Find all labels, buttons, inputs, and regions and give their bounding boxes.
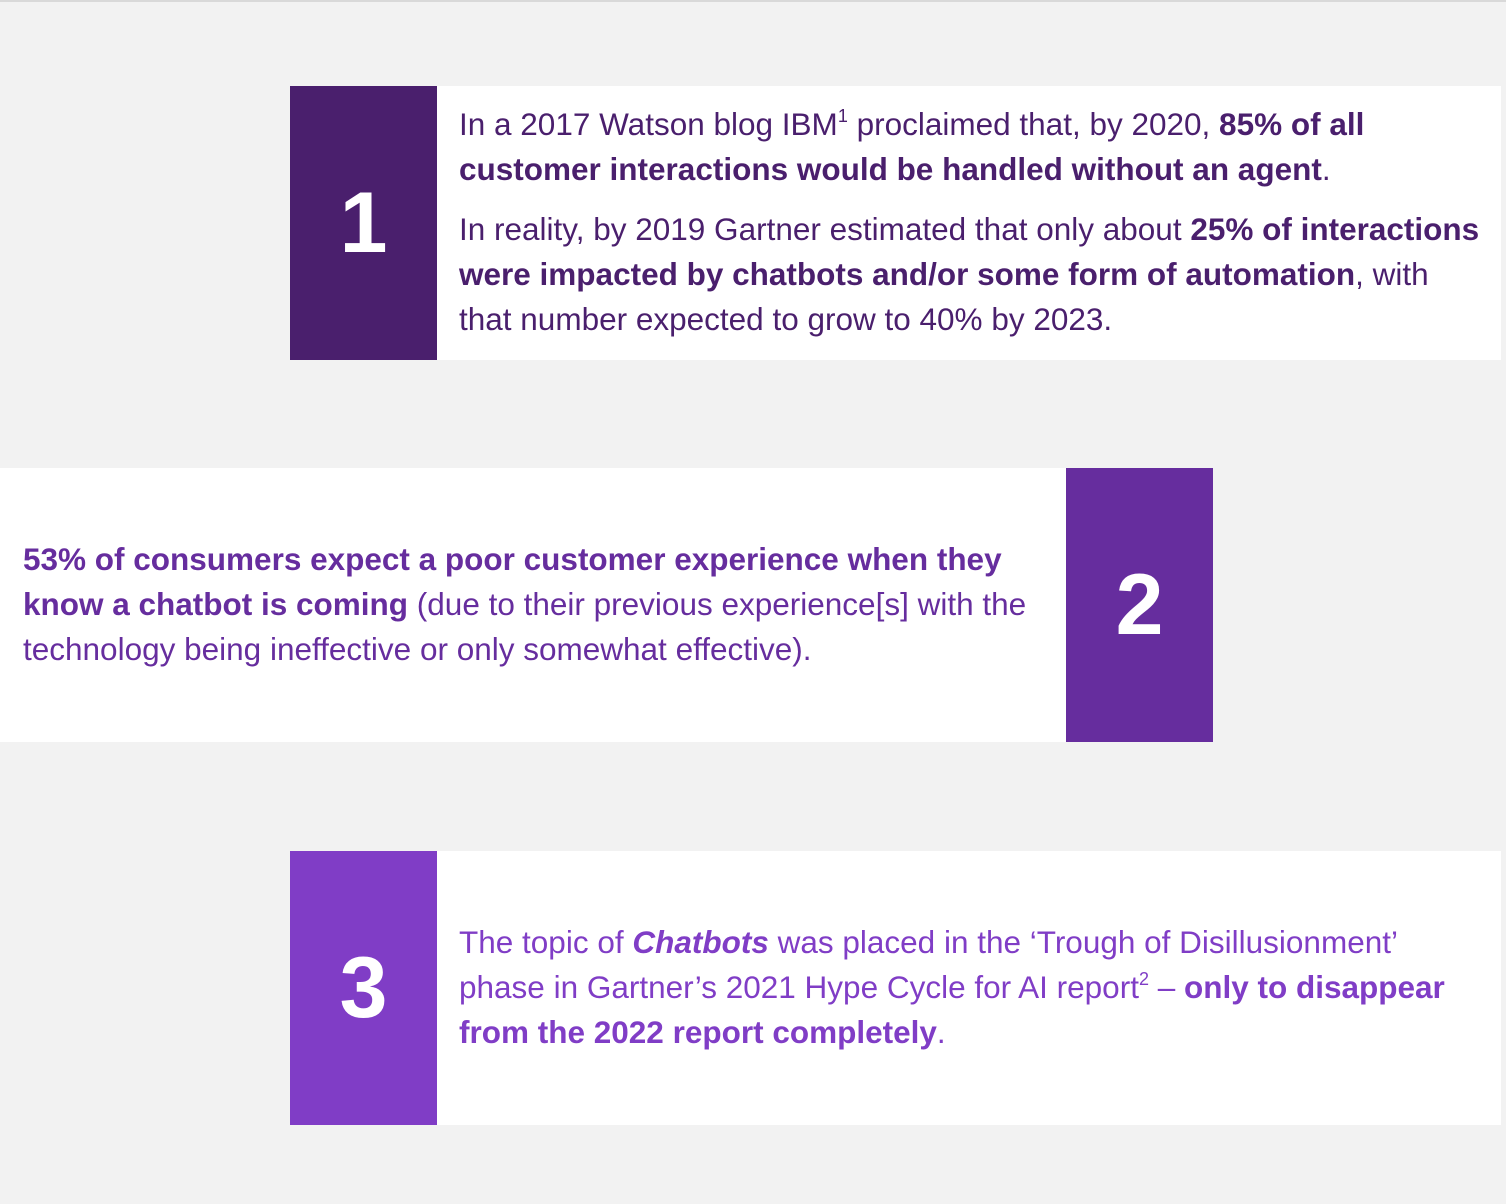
stat-text-2: 53% of consumers expect a poor customer … xyxy=(23,537,1063,672)
stat-number-box-1: 1 xyxy=(290,86,437,360)
stat-number-3: 3 xyxy=(339,939,388,1036)
stat-card-1 xyxy=(437,86,1501,360)
stat-3-paragraph-1: The topic of Chatbots was placed in the … xyxy=(459,920,1489,1055)
stat-1-paragraph-1: In a 2017 Watson blog IBM1 proclaimed th… xyxy=(459,102,1489,192)
top-border xyxy=(0,0,1506,2)
text-run: (due to their previous experience[s] wit… xyxy=(23,586,1027,667)
stat-number-1: 1 xyxy=(339,174,388,271)
stat-1-paragraph-2: In reality, by 2019 Gartner estimated th… xyxy=(459,207,1489,342)
highlight-term: Chatbots xyxy=(632,924,769,960)
text-run: In reality, by 2019 Gartner estimated th… xyxy=(459,211,1191,247)
text-run: – xyxy=(1148,969,1184,1005)
stat-number-2: 2 xyxy=(1115,556,1164,653)
footnote-marker: 2 xyxy=(1138,968,1149,989)
text-run: In a 2017 Watson blog IBM xyxy=(459,106,838,142)
stat-card-2 xyxy=(0,468,1066,742)
text-run: , with that number expected to grow to 4… xyxy=(459,256,1429,337)
text-run: . xyxy=(1321,151,1331,187)
text-run: proclaimed that, by 2020, xyxy=(847,106,1220,142)
highlight-text: 53% of consumers expect a poor customer … xyxy=(23,541,1002,622)
highlight-text: 85% of all customer interactions would b… xyxy=(459,106,1365,187)
stat-text-1: In a 2017 Watson blog IBM1 proclaimed th… xyxy=(459,102,1489,342)
text-run: . xyxy=(936,1014,946,1050)
stat-text-3: The topic of Chatbots was placed in the … xyxy=(459,920,1489,1055)
stat-number-box-3: 3 xyxy=(290,851,437,1125)
highlight-text: only to disappear from the 2022 report c… xyxy=(459,969,1445,1050)
stat-2-paragraph-1: 53% of consumers expect a poor customer … xyxy=(23,537,1063,672)
highlight-text: 25% of interactions were impacted by cha… xyxy=(459,211,1480,292)
text-run: was placed in the ‘Trough of Disillusion… xyxy=(459,924,1397,1005)
stat-number-box-2: 2 xyxy=(1066,468,1213,742)
footnote-marker: 1 xyxy=(837,105,848,126)
stat-card-3 xyxy=(437,851,1501,1125)
text-run: The topic of xyxy=(459,924,633,960)
